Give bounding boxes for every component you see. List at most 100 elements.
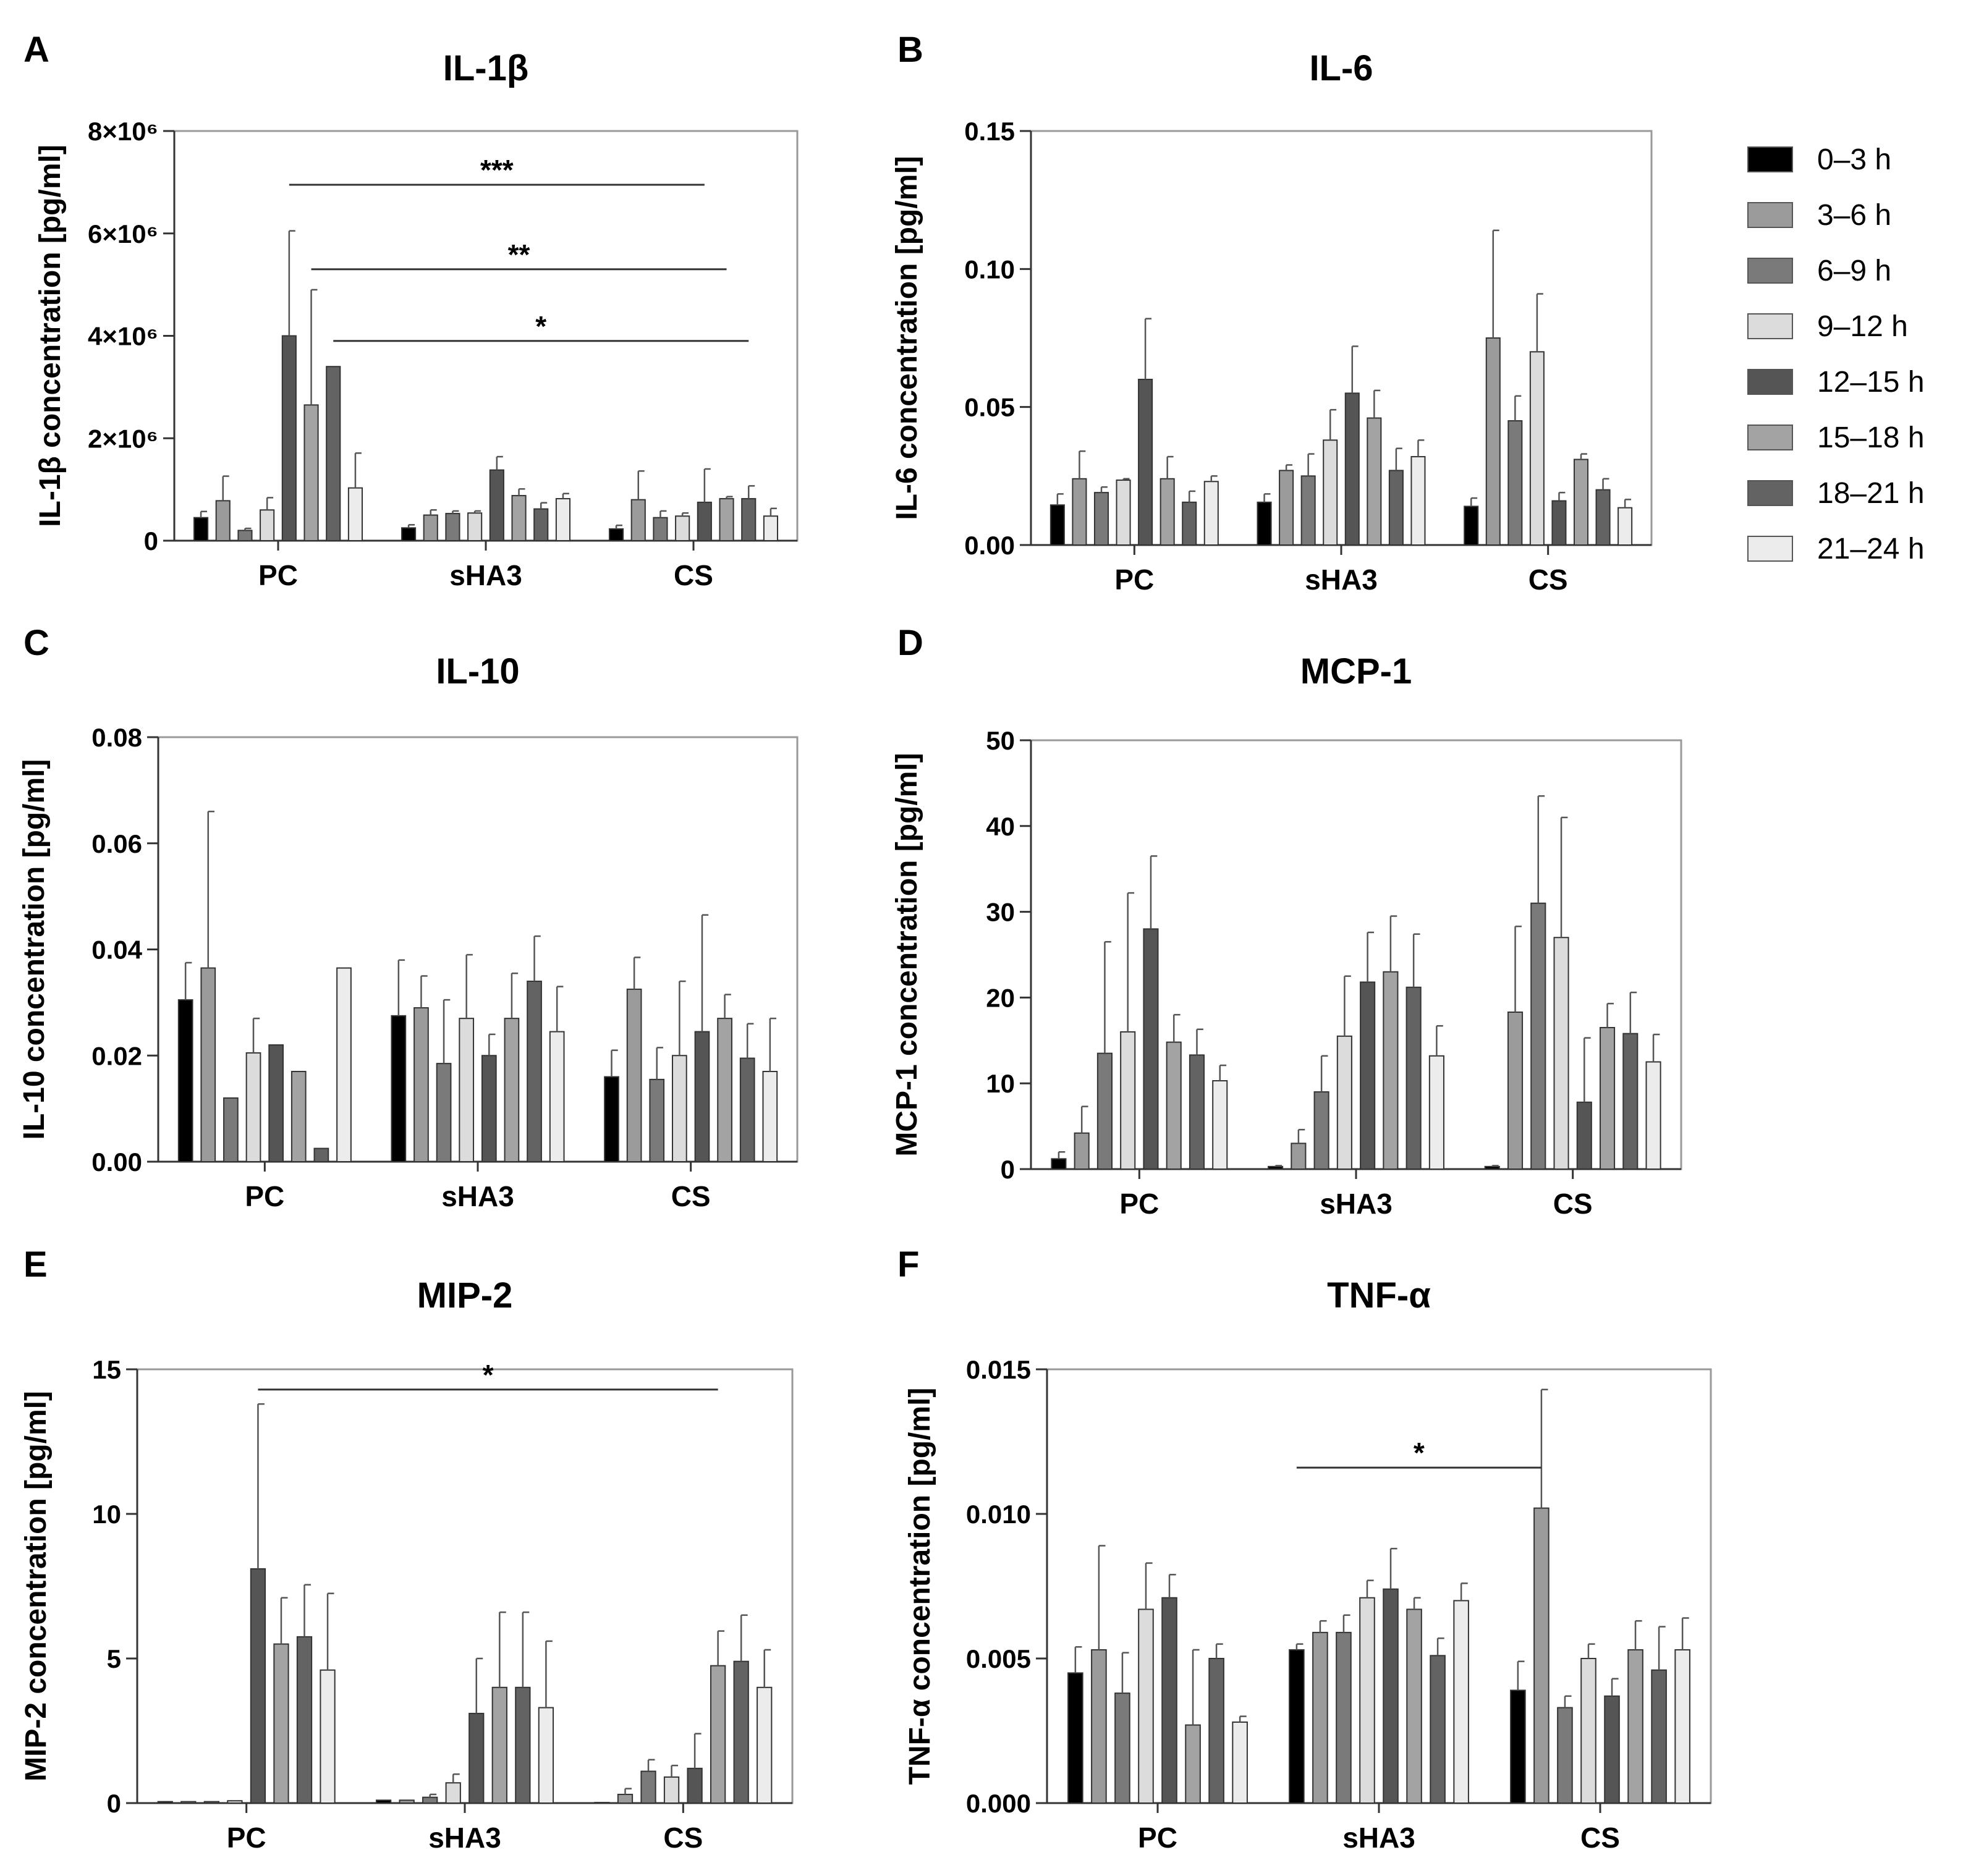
bar-f-sha3-s4 — [1383, 1589, 1398, 1803]
bar-f-pc-s2 — [1115, 1693, 1130, 1803]
y-tick-label: 0.000 — [966, 1789, 1031, 1818]
bar-e-sha3-s2 — [423, 1798, 437, 1803]
chart-title: MCP-1 — [1300, 651, 1412, 691]
bar-b-cs-s0 — [1464, 506, 1478, 545]
bar-b-sha3-s0 — [1258, 502, 1271, 545]
bar-e-pc-s6 — [297, 1637, 312, 1803]
bar-e-pc-s7 — [320, 1670, 334, 1803]
y-tick-label: 0 — [1001, 1155, 1015, 1184]
bar-e-cs-s6 — [734, 1662, 748, 1803]
panel-letter: B — [897, 30, 923, 70]
bar-f-cs-s6 — [1651, 1670, 1666, 1803]
y-tick-label: 40 — [986, 812, 1015, 841]
bar-d-cs-s1 — [1508, 1012, 1522, 1169]
bar-b-sha3-s1 — [1279, 470, 1293, 545]
bar-b-sha3-s2 — [1302, 476, 1315, 545]
bar-e-pc-s3 — [227, 1801, 242, 1803]
bar-e-cs-s2 — [641, 1772, 655, 1803]
bar-c-cs-s3 — [672, 1055, 687, 1162]
bar-b-pc-s1 — [1072, 479, 1086, 545]
bar-c-pc-s2 — [224, 1098, 238, 1162]
bar-c-pc-s7 — [337, 968, 351, 1162]
bar-e-sha3-s7 — [539, 1708, 553, 1803]
bar-b-pc-s6 — [1182, 502, 1196, 545]
bar-f-pc-s3 — [1138, 1609, 1153, 1803]
bar-a-cs-s5 — [719, 499, 733, 541]
bar-a-pc-s1 — [216, 501, 230, 541]
bar-a-cs-s0 — [609, 529, 623, 541]
bar-b-cs-s1 — [1486, 338, 1500, 545]
y-tick-label: 5 — [107, 1644, 121, 1673]
y-tick-label: 6×10⁶ — [88, 219, 158, 248]
bar-a-pc-s3 — [260, 510, 274, 541]
legend-entry: 3–6 h — [1817, 199, 1891, 232]
y-tick-label: 0.02 — [91, 1041, 142, 1070]
y-tick-label: 0.00 — [91, 1147, 142, 1177]
bar-a-pc-s2 — [238, 530, 252, 541]
bar-c-sha3-s0 — [391, 1016, 405, 1162]
y-tick-label: 8×10⁶ — [88, 117, 158, 146]
panel-letter: E — [23, 1244, 48, 1285]
legend-swatch — [1748, 147, 1792, 172]
bar-f-cs-s2 — [1558, 1708, 1572, 1803]
bar-d-cs-s3 — [1554, 937, 1568, 1169]
bar-c-sha3-s7 — [550, 1032, 564, 1162]
y-tick-label: 10 — [986, 1069, 1015, 1098]
legend-entry: 6–9 h — [1817, 255, 1891, 287]
bar-b-sha3-s5 — [1367, 418, 1381, 545]
bar-b-cs-s4 — [1552, 501, 1566, 545]
bar-d-pc-s0 — [1051, 1159, 1066, 1169]
bar-d-cs-s6 — [1623, 1034, 1637, 1169]
y-tick-label: 20 — [986, 983, 1015, 1012]
bar-f-sha3-s7 — [1454, 1600, 1469, 1803]
bar-a-cs-s3 — [676, 516, 689, 541]
panel-letter: F — [897, 1244, 919, 1285]
bar-a-sha3-s3 — [468, 513, 481, 541]
bar-b-pc-s3 — [1117, 480, 1130, 545]
x-tick-label: CS — [1553, 1188, 1593, 1220]
bar-c-pc-s0 — [179, 1000, 193, 1162]
bar-e-sha3-s5 — [493, 1688, 507, 1803]
bar-c-sha3-s4 — [482, 1055, 496, 1162]
bar-c-pc-s6 — [315, 1149, 329, 1162]
legend-entry: 9–12 h — [1817, 310, 1908, 343]
bar-a-cs-s1 — [632, 500, 645, 541]
y-tick-label: 50 — [986, 726, 1015, 755]
bar-a-pc-s6 — [326, 366, 340, 541]
y-tick-label: 0.00 — [964, 531, 1015, 560]
bar-a-sha3-s5 — [512, 496, 525, 541]
bar-c-cs-s0 — [604, 1077, 619, 1162]
legend-entry: 15–18 h — [1817, 421, 1925, 454]
panel-letter: C — [23, 623, 49, 663]
x-tick-label: CS — [1528, 564, 1568, 596]
bar-b-pc-s7 — [1205, 481, 1218, 545]
bar-e-sha3-s4 — [469, 1713, 483, 1803]
bar-c-sha3-s5 — [505, 1018, 519, 1162]
bar-b-cs-s5 — [1574, 460, 1588, 545]
bar-d-sha3-s7 — [1430, 1056, 1444, 1169]
bar-c-sha3-s1 — [414, 1008, 428, 1162]
bar-d-sha3-s0 — [1268, 1167, 1283, 1169]
bar-c-cs-s4 — [695, 1032, 710, 1162]
panel-letter: D — [897, 623, 923, 663]
bar-e-cs-s7 — [757, 1688, 771, 1803]
bar-c-cs-s2 — [650, 1080, 664, 1162]
bar-d-pc-s1 — [1075, 1133, 1089, 1169]
bar-b-cs-s3 — [1530, 352, 1544, 545]
bar-f-pc-s4 — [1162, 1598, 1177, 1803]
y-tick-label: 0.010 — [966, 1500, 1031, 1529]
bar-e-pc-s0 — [158, 1802, 172, 1803]
bar-f-sha3-s3 — [1360, 1598, 1375, 1803]
y-tick-label: 0 — [107, 1789, 121, 1818]
y-tick-label: 0.015 — [966, 1355, 1031, 1384]
legend-swatch — [1748, 314, 1792, 339]
bar-a-sha3-s7 — [556, 499, 570, 541]
y-tick-label: 0.005 — [966, 1644, 1031, 1673]
bar-a-pc-s0 — [194, 518, 208, 541]
legend-swatch — [1748, 481, 1792, 505]
bar-f-cs-s0 — [1511, 1690, 1525, 1803]
bar-e-pc-s1 — [181, 1802, 195, 1803]
legend-swatch — [1748, 258, 1792, 283]
bar-e-cs-s1 — [618, 1794, 632, 1803]
bar-d-pc-s7 — [1213, 1081, 1227, 1169]
